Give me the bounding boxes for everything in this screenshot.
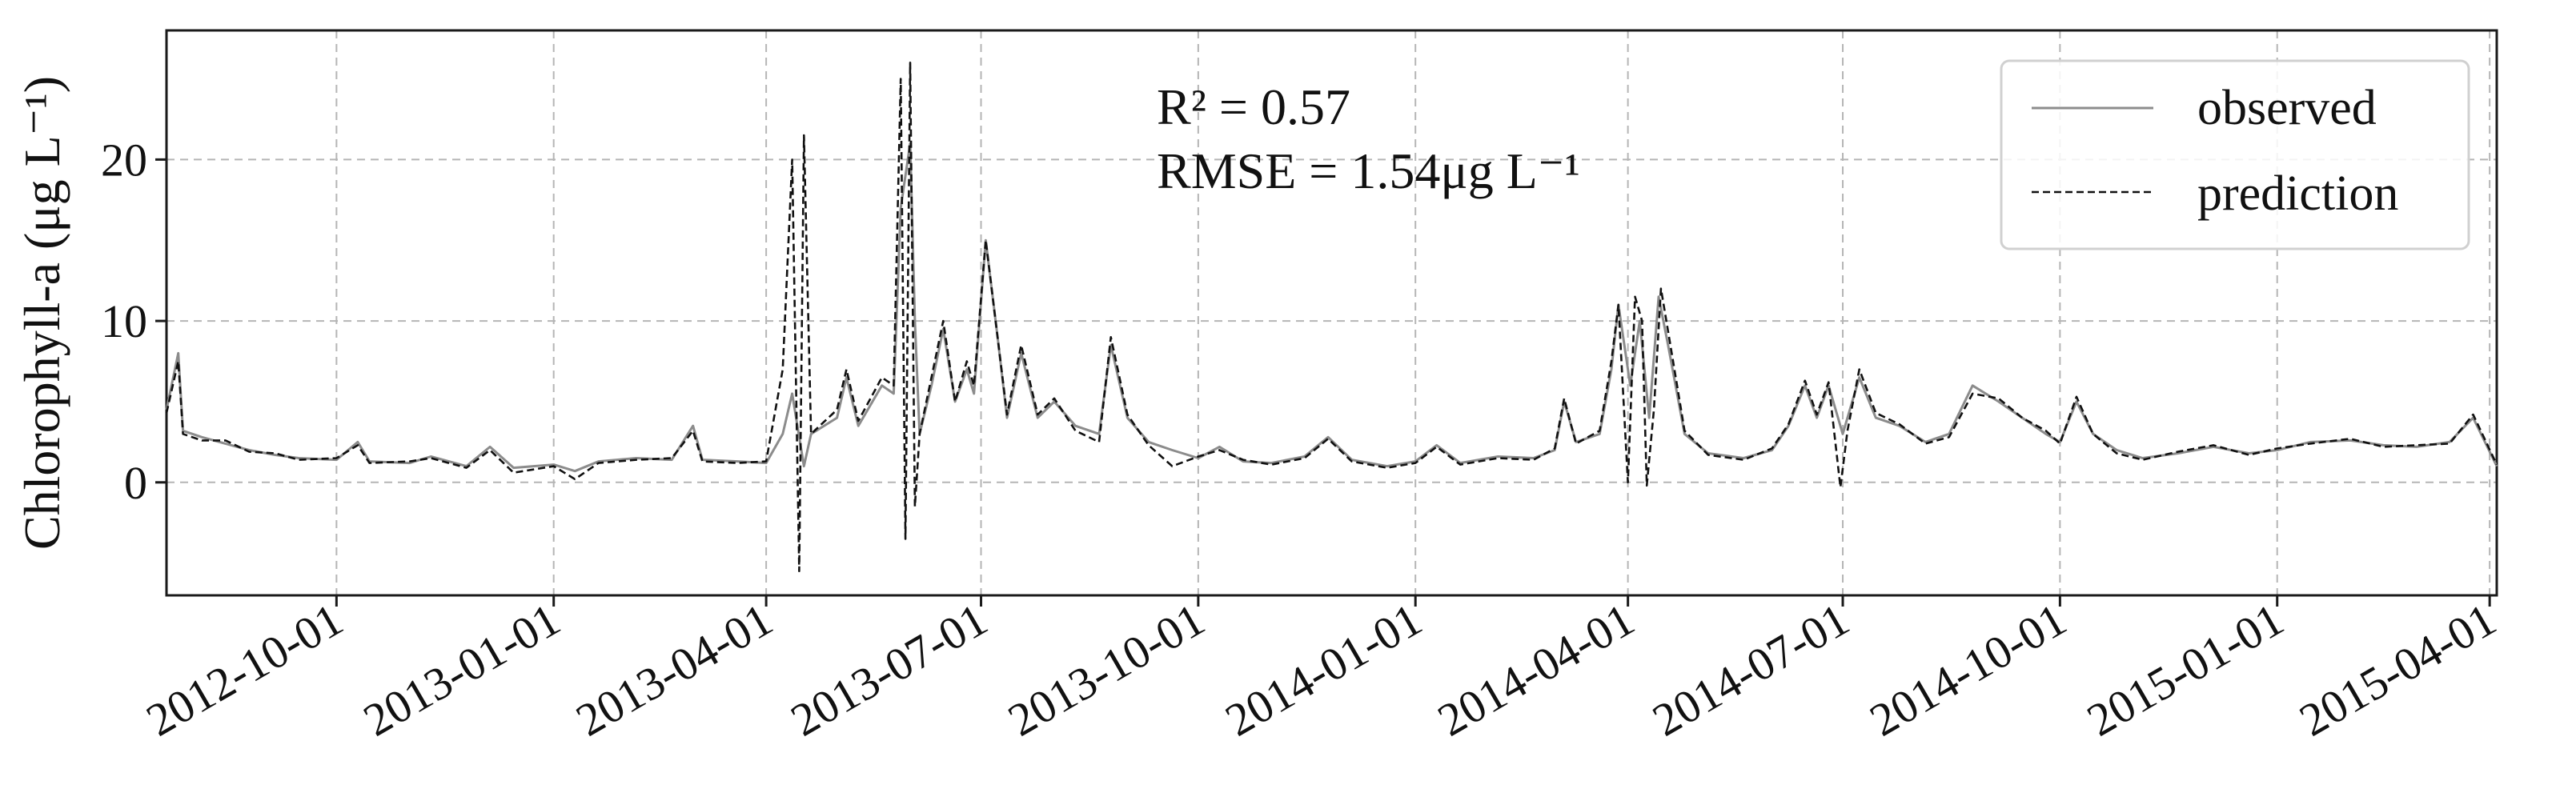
r-squared-annotation: R² = 0.57 [1157, 78, 1350, 135]
annotation: R² = 0.57 RMSE = 1.54μg L⁻¹ [1157, 78, 1580, 199]
x-tick-label: 2015-04-01 [2291, 593, 2505, 747]
x-tick-label: 2012-10-01 [138, 593, 351, 747]
x-tick-label: 2014-10-01 [1861, 593, 2075, 747]
x-tick-label: 2013-07-01 [782, 593, 996, 747]
x-tick-label: 2014-04-01 [1429, 593, 1643, 747]
y-tick-label: 0 [124, 457, 147, 509]
y-tick-label: 10 [101, 295, 147, 347]
x-tick-label: 2013-10-01 [999, 593, 1213, 747]
x-tick-label: 2015-01-01 [2078, 593, 2292, 747]
legend: observed prediction [2000, 59, 2470, 250]
y-axis: 0 10 20 [101, 134, 167, 509]
x-tick-label: 2013-04-01 [568, 593, 781, 747]
plot-area-frame [165, 29, 2498, 597]
x-tick-label: 2014-07-01 [1644, 593, 1858, 747]
legend-prediction-label: prediction [2197, 166, 2398, 221]
rmse-annotation: RMSE = 1.54μg L⁻¹ [1157, 142, 1580, 199]
series-line-observed [165, 142, 2498, 473]
y-tick-label: 20 [101, 134, 147, 186]
legend-observed-label: observed [2197, 81, 2377, 135]
series-layer [165, 62, 2498, 572]
y-axis-label: Chlorophyll-a (μg L⁻¹) [14, 76, 70, 550]
x-tick-label: 2014-01-01 [1217, 593, 1430, 747]
grid-lines [167, 30, 2497, 595]
x-tick-label: 2013-01-01 [355, 593, 568, 747]
series-line-prediction [165, 62, 2498, 572]
